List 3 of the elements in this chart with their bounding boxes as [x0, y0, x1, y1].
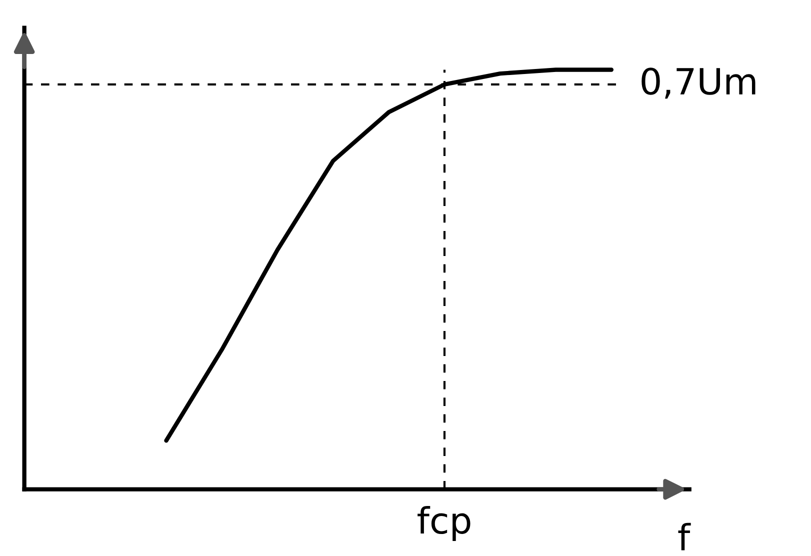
text: fcp [418, 506, 470, 542]
x-axis-title: f [678, 522, 691, 550]
ref-line-label: 0,7Um [642, 68, 756, 99]
